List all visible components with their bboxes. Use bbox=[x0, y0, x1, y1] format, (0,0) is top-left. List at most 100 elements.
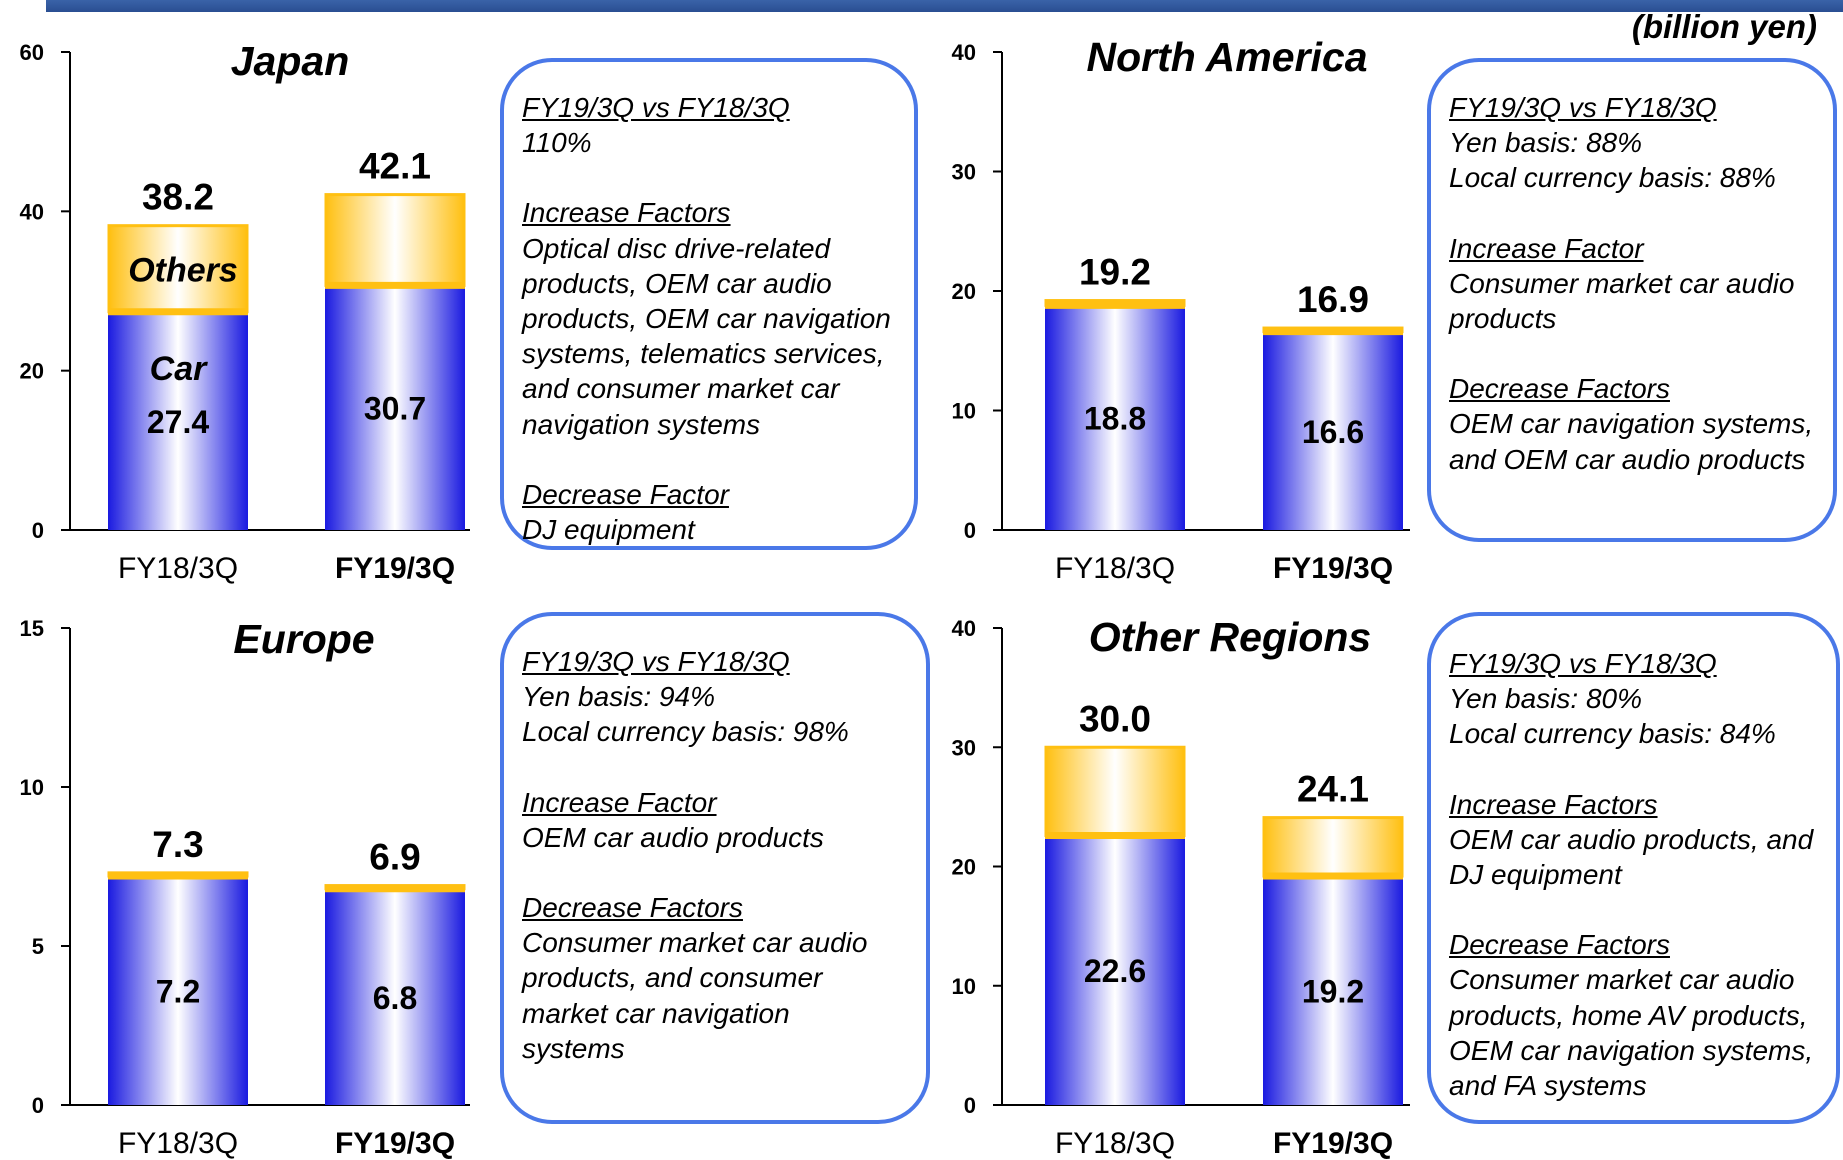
bar-car bbox=[1045, 305, 1185, 530]
segment-label: 7.2 bbox=[156, 974, 200, 1010]
y-tick-label: 40 bbox=[952, 616, 976, 641]
factor-section: Increase Factors OEM car audio products, … bbox=[1449, 787, 1813, 893]
chart-title-japan: Japan bbox=[230, 38, 350, 84]
factor-line: OEM car navigation systems, bbox=[1449, 408, 1814, 440]
factor-section: FY19/3Q vs FY18/3Q Yen basis: 94% Local cu… bbox=[522, 644, 867, 750]
factor-section: FY19/3Q vs FY18/3Q Yen basis: 80% Local cu… bbox=[1449, 646, 1813, 752]
factor-line: Optical disc drive-related bbox=[522, 232, 831, 264]
factor-section: Increase Factor OEM car audio products bbox=[522, 785, 867, 855]
factor-line: navigation systems bbox=[522, 408, 761, 440]
factor-box-europe: FY19/3Q vs FY18/3Q Yen basis: 94% Local cu… bbox=[500, 612, 930, 1124]
y-tick-label: 20 bbox=[952, 279, 976, 304]
factor-line: products, OEM car audio bbox=[522, 267, 832, 299]
factor-line: products, OEM car navigation bbox=[522, 303, 891, 335]
chart-title-europe: Europe bbox=[233, 616, 375, 662]
total-label: 30.0 bbox=[1079, 698, 1151, 739]
total-label: 42.1 bbox=[359, 146, 431, 187]
factor-heading: FY19/3Q vs FY18/3Q bbox=[1449, 648, 1717, 679]
total-label: 7.3 bbox=[152, 824, 203, 865]
panel-japan: 0 20 40 60 38.2 27.4 FY18/3Q 42.1 30.7 FY19/3Q Oth… bbox=[0, 0, 930, 585]
factor-line: DJ equipment bbox=[522, 514, 695, 546]
segment-label: 27.4 bbox=[147, 404, 209, 440]
header-bar bbox=[46, 0, 1843, 12]
bar-car bbox=[1263, 331, 1403, 530]
factor-box-japan: FY19/3Q vs FY18/3Q 110% Increase Factors Op… bbox=[500, 58, 918, 550]
factor-line: 110% bbox=[522, 127, 592, 159]
y-tick-label: 30 bbox=[952, 160, 976, 185]
x-category-label: FY18/3Q bbox=[1055, 552, 1175, 585]
factor-heading: FY19/3Q vs FY18/3Q bbox=[522, 92, 790, 123]
factor-heading: Decrease Factors bbox=[1449, 929, 1670, 961]
bar-car bbox=[325, 285, 465, 530]
factor-line: systems bbox=[522, 1032, 625, 1064]
y-tick-label: 40 bbox=[20, 199, 44, 224]
y-tick-label: 5 bbox=[32, 934, 44, 959]
x-category-label: FY19/3Q bbox=[1273, 552, 1393, 585]
factor-line: and consumer market car bbox=[522, 373, 840, 405]
factor-box-north-america: FY19/3Q vs FY18/3Q Yen basis: 88% Local cu… bbox=[1427, 58, 1837, 542]
factor-section: Decrease Factors Consumer market car audi… bbox=[1449, 927, 1813, 1103]
chart-north-america: 0 10 20 30 40 19.2 18.8 FY18/3Q 16.9 16.6 FY19/3Q bbox=[952, 40, 1410, 585]
bar-car bbox=[1045, 835, 1185, 1105]
y-tick-label: 60 bbox=[20, 40, 44, 65]
factor-section: Increase Factor Consumer market car audio… bbox=[1449, 231, 1813, 337]
factor-line: DJ equipment bbox=[1449, 859, 1622, 891]
factor-heading: FY19/3Q vs FY18/3Q bbox=[1449, 92, 1717, 123]
factor-heading: FY19/3Q vs FY18/3Q bbox=[522, 646, 790, 677]
chart-japan: 0 20 40 60 38.2 27.4 FY18/3Q 42.1 30.7 FY19/3Q Oth… bbox=[20, 40, 470, 585]
segment-label: 18.8 bbox=[1084, 401, 1146, 437]
factor-line: systems, telematics services, bbox=[522, 338, 885, 370]
factor-line: products bbox=[1449, 303, 1557, 335]
factor-line: products, home AV products, bbox=[1449, 999, 1808, 1031]
y-tick-label: 0 bbox=[964, 1093, 976, 1118]
segment-label: 22.6 bbox=[1084, 953, 1146, 989]
y-tick-label: 0 bbox=[964, 518, 976, 543]
y-tick-label: 0 bbox=[32, 1093, 44, 1118]
panel-other-regions: 0 10 20 30 40 30.0 22.6 FY18/3Q 24.1 19.2 FY19/3Q … bbox=[930, 580, 1843, 1160]
y-tick-label: 20 bbox=[20, 359, 44, 384]
segment-label: 30.7 bbox=[364, 391, 426, 427]
x-category-label: FY19/3Q bbox=[335, 1127, 455, 1160]
segment-label: 16.6 bbox=[1302, 414, 1364, 450]
factor-section: FY19/3Q vs FY18/3Q Yen basis: 88% Local cu… bbox=[1449, 90, 1813, 196]
x-category-label: FY18/3Q bbox=[1055, 1127, 1175, 1160]
factor-line: Yen basis: 88% bbox=[1449, 127, 1643, 159]
factor-line: products, and consumer bbox=[522, 962, 823, 994]
factor-box-other-regions: FY19/3Q vs FY18/3Q Yen basis: 80% Local cu… bbox=[1427, 612, 1840, 1124]
factor-heading: Decrease Factors bbox=[1449, 373, 1670, 405]
factor-line: and OEM car audio products bbox=[1449, 443, 1806, 475]
factor-line: Yen basis: 80% bbox=[1449, 683, 1643, 715]
factor-line: OEM car navigation systems, bbox=[1449, 1034, 1814, 1066]
factor-line: market car navigation bbox=[522, 997, 790, 1029]
y-tick-label: 10 bbox=[952, 399, 976, 424]
factor-line: OEM car audio products, and bbox=[1449, 823, 1814, 855]
factor-section: FY19/3Q vs FY18/3Q 110% bbox=[522, 90, 891, 160]
segment-label: 19.2 bbox=[1302, 974, 1364, 1010]
y-tick-label: 10 bbox=[952, 974, 976, 999]
factor-line: OEM car audio products bbox=[522, 821, 824, 853]
bar-others bbox=[1262, 816, 1404, 878]
chart-other-regions: 0 10 20 30 40 30.0 22.6 FY18/3Q 24.1 19.2 FY19/3Q bbox=[952, 616, 1410, 1160]
x-category-label: FY19/3Q bbox=[335, 552, 455, 585]
segment-label: 6.8 bbox=[373, 980, 417, 1016]
factor-section: Increase Factors Optical disc drive-relat… bbox=[522, 195, 891, 441]
factor-line: Consumer market car audio bbox=[1449, 267, 1795, 299]
factor-heading: Increase Factor bbox=[522, 786, 717, 818]
y-tick-label: 40 bbox=[952, 40, 976, 65]
total-label: 19.2 bbox=[1079, 252, 1151, 293]
factor-section: Decrease Factors Consumer market car audi… bbox=[522, 890, 867, 1066]
x-category-label: FY18/3Q bbox=[118, 1127, 238, 1160]
panel-europe: 0 5 10 15 7.3 7.2 FY18/3Q 6.9 6.8 FY19/3Q Europe … bbox=[0, 580, 930, 1160]
bar-others bbox=[1044, 745, 1186, 837]
factor-line: Consumer market car audio bbox=[522, 927, 868, 959]
factor-line: and FA systems bbox=[1449, 1070, 1647, 1102]
total-label: 6.9 bbox=[369, 837, 420, 878]
factor-heading: Decrease Factor bbox=[522, 478, 729, 510]
chart-europe: 0 5 10 15 7.3 7.2 FY18/3Q 6.9 6.8 FY19/3Q bbox=[20, 616, 470, 1160]
bar-car bbox=[1263, 876, 1403, 1105]
y-tick-label: 10 bbox=[20, 775, 44, 800]
factor-heading: Increase Factors bbox=[1449, 788, 1658, 820]
factor-line: Local currency basis: 88% bbox=[1449, 162, 1776, 194]
y-tick-label: 0 bbox=[32, 518, 44, 543]
panel-north-america: 0 10 20 30 40 19.2 18.8 FY18/3Q 16.9 16.6 FY19/3Q … bbox=[930, 0, 1843, 585]
